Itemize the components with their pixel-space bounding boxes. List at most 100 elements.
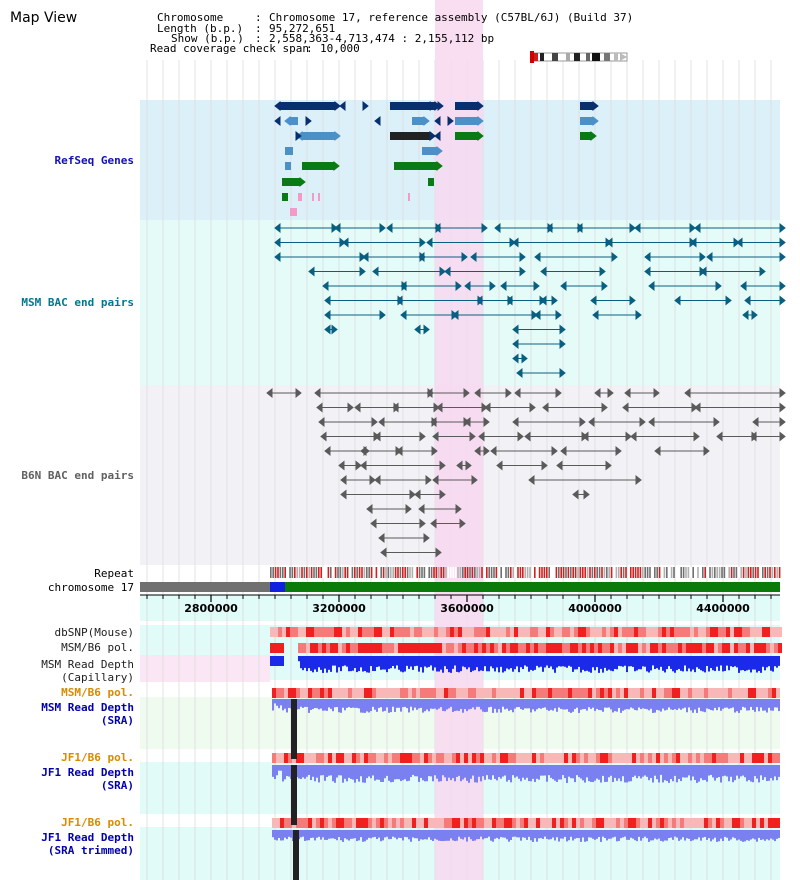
depth-bar — [504, 830, 506, 838]
depth-bar — [528, 830, 530, 837]
depth-bar — [624, 830, 626, 837]
bac-pair-end-left — [582, 431, 589, 442]
track-label-dbsnp[interactable]: dbSNP(Mouse) — [54, 626, 134, 639]
pol-cell — [410, 627, 414, 637]
pol-cell — [468, 753, 472, 763]
depth-bar — [742, 699, 744, 707]
pol-cell — [412, 688, 416, 698]
repeat-bar — [373, 567, 375, 578]
depth-bar — [358, 699, 360, 709]
pol-cell — [592, 688, 596, 698]
track-label-msm-b6-pol-2[interactable]: MSM/B6 pol. — [61, 686, 134, 699]
bac-pair-end-right — [439, 266, 446, 277]
pol-cell — [538, 643, 542, 653]
pol-cell — [366, 643, 370, 653]
bac-pair-end-left — [592, 309, 599, 321]
depth-bar — [666, 699, 668, 710]
track-label-refseq[interactable]: RefSeq Genes — [54, 154, 134, 167]
depth-bar — [698, 656, 700, 669]
depth-bar — [374, 765, 376, 781]
depth-bar — [552, 765, 554, 780]
depth-bar — [608, 656, 610, 670]
depth-bar — [584, 830, 586, 842]
depth-bar — [390, 830, 392, 840]
bac-pair-end-left — [378, 416, 385, 428]
depth-bar — [754, 699, 756, 712]
depth-bar — [336, 656, 338, 673]
bac-pair-end-right — [559, 367, 566, 379]
depth-bar — [628, 830, 630, 840]
depth-bar — [272, 699, 274, 711]
depth-bar — [762, 830, 764, 840]
bac-pair-end-left — [418, 503, 425, 515]
depth-bar — [416, 656, 418, 666]
track-label-msm-read-depth-cap[interactable]: MSM Read Depth (Capillary) — [41, 658, 134, 684]
depth-bar — [408, 656, 410, 669]
depth-bar — [740, 699, 742, 711]
bac-pair-end-left — [324, 295, 331, 306]
bac-pair-end-right — [439, 460, 446, 471]
track-label-msm-bac[interactable]: MSM BAC end pairs — [21, 296, 134, 309]
track-label-chromosome[interactable]: chromosome 17 — [47, 581, 134, 594]
depth-bar — [536, 699, 538, 710]
bac-pair-end-right — [483, 416, 490, 428]
pol-cell — [496, 753, 500, 763]
pol-cell — [564, 688, 568, 698]
bac-pair-end-right — [419, 431, 426, 442]
depth-bar — [284, 699, 286, 709]
pol-cell — [672, 818, 676, 828]
pol-cell — [688, 688, 692, 698]
repeat-bar — [339, 567, 342, 578]
pol-cell — [464, 688, 468, 698]
bac-pair-end-right — [625, 431, 632, 442]
pol-cell — [284, 753, 288, 763]
repeat-track — [270, 567, 781, 578]
depth-bar — [760, 699, 762, 708]
repeat-bar — [414, 567, 416, 578]
pol-cell — [328, 818, 332, 828]
pol-cell — [432, 753, 436, 763]
bac-pair-end-left — [432, 431, 439, 442]
pol-cell — [612, 753, 616, 763]
depth-bar — [368, 656, 370, 673]
pol-cell — [470, 643, 474, 653]
depth-bar — [754, 765, 756, 777]
depth-bar — [398, 830, 400, 838]
track-label-jf1-b6-pol-1[interactable]: JF1/B6 pol. — [61, 751, 134, 764]
pol-cell — [758, 627, 762, 637]
depth-bar — [604, 830, 606, 838]
depth-bar — [480, 765, 482, 782]
bac-pair-end-left — [374, 474, 381, 486]
depth-bar — [286, 699, 288, 713]
depth-bar — [424, 830, 426, 840]
track-label-jf1-b6-pol-2[interactable]: JF1/B6 pol. — [61, 816, 134, 829]
depth-bar — [594, 830, 596, 840]
pol-cell — [660, 688, 664, 698]
track-label-repeat[interactable]: Repeat — [94, 567, 134, 580]
depth-bar — [594, 656, 596, 671]
pol-cell — [392, 753, 396, 763]
track-label-msm-read-depth-sra[interactable]: MSM Read Depth (SRA) — [41, 701, 134, 727]
repeat-bar — [481, 567, 483, 578]
track-label-b6n-bac[interactable]: B6N BAC end pairs — [21, 469, 134, 482]
depth-bar — [640, 699, 642, 710]
pol-cell — [418, 627, 422, 637]
depth-bar — [558, 656, 560, 667]
repeat-bar — [330, 567, 332, 578]
bac-pair-end-left — [430, 416, 437, 428]
pol-cell — [280, 753, 284, 763]
ideogram-band — [532, 53, 538, 61]
depth-bar — [302, 765, 304, 778]
pol-cell — [364, 688, 368, 698]
track-label-jf1-read-depth-sra[interactable]: JF1 Read Depth (SRA) — [41, 766, 134, 792]
depth-bar — [590, 656, 592, 673]
repeat-bar — [608, 567, 610, 578]
depth-bar — [634, 830, 636, 841]
depth-bar — [444, 699, 446, 712]
depth-bar — [446, 656, 448, 670]
bac-pair-end-left — [314, 387, 321, 399]
track-label-jf1-read-depth-trim[interactable]: JF1 Read Depth (SRA trimmed) — [41, 831, 134, 857]
track-label-msm-b6-pol-1[interactable]: MSM/B6 pol. — [61, 641, 134, 654]
